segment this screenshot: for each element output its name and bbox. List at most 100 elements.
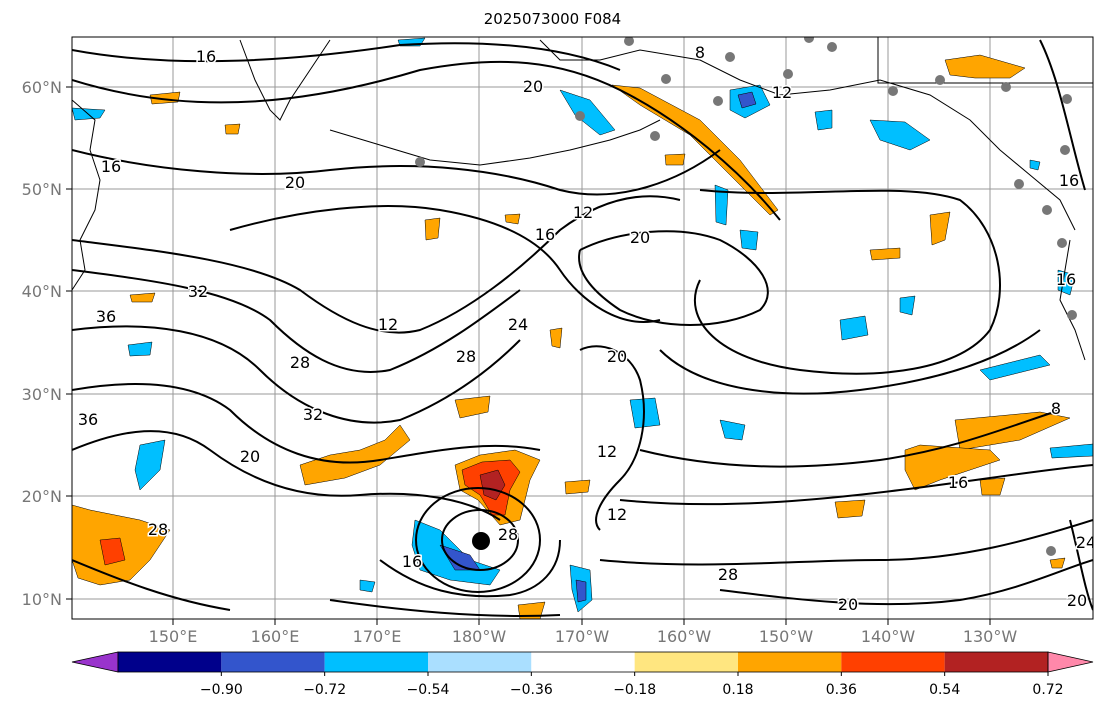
lon-label: 180°W bbox=[452, 627, 507, 646]
contour-label: 16 bbox=[948, 473, 968, 492]
colorbar-segment bbox=[118, 652, 222, 672]
lat-label: 40°N bbox=[22, 282, 62, 301]
red-patch bbox=[99, 537, 126, 566]
contour-line bbox=[72, 149, 721, 196]
contour-label: 8 bbox=[695, 43, 705, 62]
na-west-coast bbox=[1059, 239, 1086, 361]
contour-label: 36 bbox=[78, 410, 98, 429]
contour-label: 12 bbox=[597, 442, 617, 461]
lon-label: 170°W bbox=[555, 627, 610, 646]
contour-label: 24 bbox=[1076, 533, 1096, 552]
contour-line bbox=[72, 269, 521, 373]
contour-label: 20 bbox=[1067, 591, 1087, 610]
contour-label: 20 bbox=[607, 347, 627, 366]
lon-label: 140°W bbox=[861, 627, 916, 646]
contour-label: 32 bbox=[188, 282, 208, 301]
orange-patch bbox=[944, 54, 1026, 79]
orange-patch bbox=[834, 499, 866, 519]
contour-label: 28 bbox=[498, 525, 518, 544]
contour-line bbox=[579, 345, 645, 531]
contour-label: 36 bbox=[96, 307, 116, 326]
contour-line bbox=[72, 42, 621, 71]
station-dot bbox=[1060, 145, 1070, 155]
orange-patch bbox=[929, 211, 951, 246]
orange-patch bbox=[454, 395, 491, 419]
contour-label: 28 bbox=[456, 347, 476, 366]
colorbar-segment bbox=[531, 652, 635, 672]
orange-patch bbox=[564, 479, 591, 495]
colorbar-tick-label: −0.18 bbox=[613, 682, 656, 698]
colorbar-segment bbox=[944, 652, 1048, 672]
orange-patch bbox=[299, 424, 411, 486]
station-dot bbox=[935, 75, 945, 85]
contour-label: 20 bbox=[838, 595, 858, 614]
orange-patch bbox=[1049, 557, 1066, 569]
height-contours bbox=[72, 39, 1093, 617]
blue-patch bbox=[814, 109, 833, 131]
orange-patch bbox=[549, 327, 563, 349]
contour-line bbox=[1039, 39, 1086, 191]
colorbar-segment bbox=[738, 652, 842, 672]
station-dot bbox=[624, 37, 634, 46]
contour-label: 12 bbox=[607, 505, 627, 524]
contour-label: 12 bbox=[378, 315, 398, 334]
orange-patch bbox=[979, 477, 1006, 496]
contour-label: 12 bbox=[573, 203, 593, 222]
cyclone-contour bbox=[441, 509, 519, 571]
blue-patch bbox=[737, 91, 757, 109]
contour-label: 16 bbox=[535, 225, 555, 244]
station-dot bbox=[827, 42, 837, 52]
contour-line bbox=[72, 559, 231, 611]
contour-label: 28 bbox=[290, 353, 310, 372]
station-markers bbox=[415, 37, 1077, 556]
lat-label: 30°N bbox=[22, 385, 62, 404]
lat-label: 10°N bbox=[22, 590, 62, 609]
contour-line bbox=[599, 519, 1093, 566]
contour-label: 20 bbox=[630, 228, 650, 247]
blue-patch bbox=[134, 439, 166, 491]
contour-line bbox=[659, 329, 1041, 395]
contour-line bbox=[639, 409, 1061, 468]
contour-line bbox=[229, 205, 661, 323]
colorbar-extend-low bbox=[71, 651, 119, 673]
station-dot bbox=[1042, 205, 1052, 215]
aleutian-arc bbox=[329, 119, 661, 166]
contour-line bbox=[72, 383, 541, 464]
colorbar-tick-label: −0.36 bbox=[510, 682, 553, 698]
kamchatka-coast bbox=[239, 39, 331, 121]
contour-label: 16 bbox=[1056, 270, 1076, 289]
axis-labels: 60°N 50°N 40°N 30°N 20°N 10°N 150°E 160°E 170°E 1… bbox=[22, 78, 1018, 646]
contour-line bbox=[578, 230, 769, 326]
colorbar-tick-label: 0.36 bbox=[826, 682, 857, 698]
station-dot bbox=[804, 37, 814, 43]
contour-label: 20 bbox=[285, 173, 305, 192]
blue-patch bbox=[1029, 159, 1041, 171]
positive-anomaly-patches bbox=[72, 54, 1071, 619]
contour-label: 24 bbox=[508, 315, 528, 334]
orange-patch bbox=[504, 213, 521, 225]
blue-patch bbox=[1049, 443, 1093, 459]
contour-line bbox=[72, 60, 781, 221]
lat-label: 60°N bbox=[22, 78, 62, 97]
contour-label: 20 bbox=[240, 447, 260, 466]
orange-patch bbox=[869, 247, 901, 261]
station-dot bbox=[1062, 94, 1072, 104]
lon-label: 160°E bbox=[251, 627, 300, 646]
alaska-coast bbox=[599, 49, 1076, 231]
contour-line bbox=[619, 464, 1093, 506]
orange-patch bbox=[664, 153, 686, 166]
colorbar-segment bbox=[634, 652, 738, 672]
contour-label: 32 bbox=[303, 405, 323, 424]
colorbar-extend-high bbox=[1047, 651, 1094, 673]
station-dot bbox=[415, 157, 425, 167]
station-dot bbox=[1014, 179, 1024, 189]
lon-label: 150°E bbox=[149, 627, 198, 646]
asia-coast bbox=[72, 99, 101, 291]
lon-label: 170°E bbox=[353, 627, 402, 646]
blue-patch bbox=[359, 579, 376, 593]
colorbar-frame bbox=[117, 651, 1049, 673]
blue-patch bbox=[899, 295, 916, 316]
orange-patch bbox=[424, 217, 441, 241]
orange-patch bbox=[904, 444, 1001, 491]
